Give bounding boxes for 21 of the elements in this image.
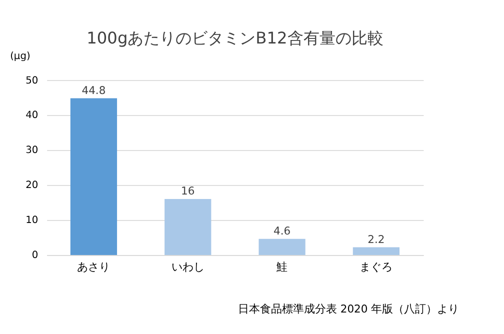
- data-label: 2.2: [368, 232, 385, 246]
- data-label: 16: [181, 184, 195, 198]
- x-tick-label: 鮭: [276, 260, 288, 274]
- y-tick-label: 20: [26, 180, 38, 192]
- y-tick-label: 30: [26, 145, 38, 156]
- x-tick-label: いわし: [171, 260, 204, 274]
- bar: [352, 247, 400, 255]
- bar: [258, 238, 306, 255]
- y-axis-title: (μg): [10, 51, 30, 62]
- data-label: 44.8: [82, 84, 106, 97]
- bar: [70, 98, 118, 255]
- y-tick-label: 40: [26, 110, 38, 122]
- x-tick-label: あさり: [77, 260, 110, 274]
- text: 日本食品標準成分表 2020 年版（八訂）より: [238, 302, 460, 316]
- x-tick-label: まぐろ: [360, 260, 393, 274]
- y-tick-label: 50: [26, 75, 38, 86]
- bar: [164, 199, 212, 255]
- y-tick-label: 10: [26, 215, 38, 226]
- y-tick-label: 0: [32, 250, 38, 262]
- data-label: 4.6: [273, 224, 291, 238]
- chart-title: 100gあたりのビタミンB12含有量の比較: [86, 28, 384, 48]
